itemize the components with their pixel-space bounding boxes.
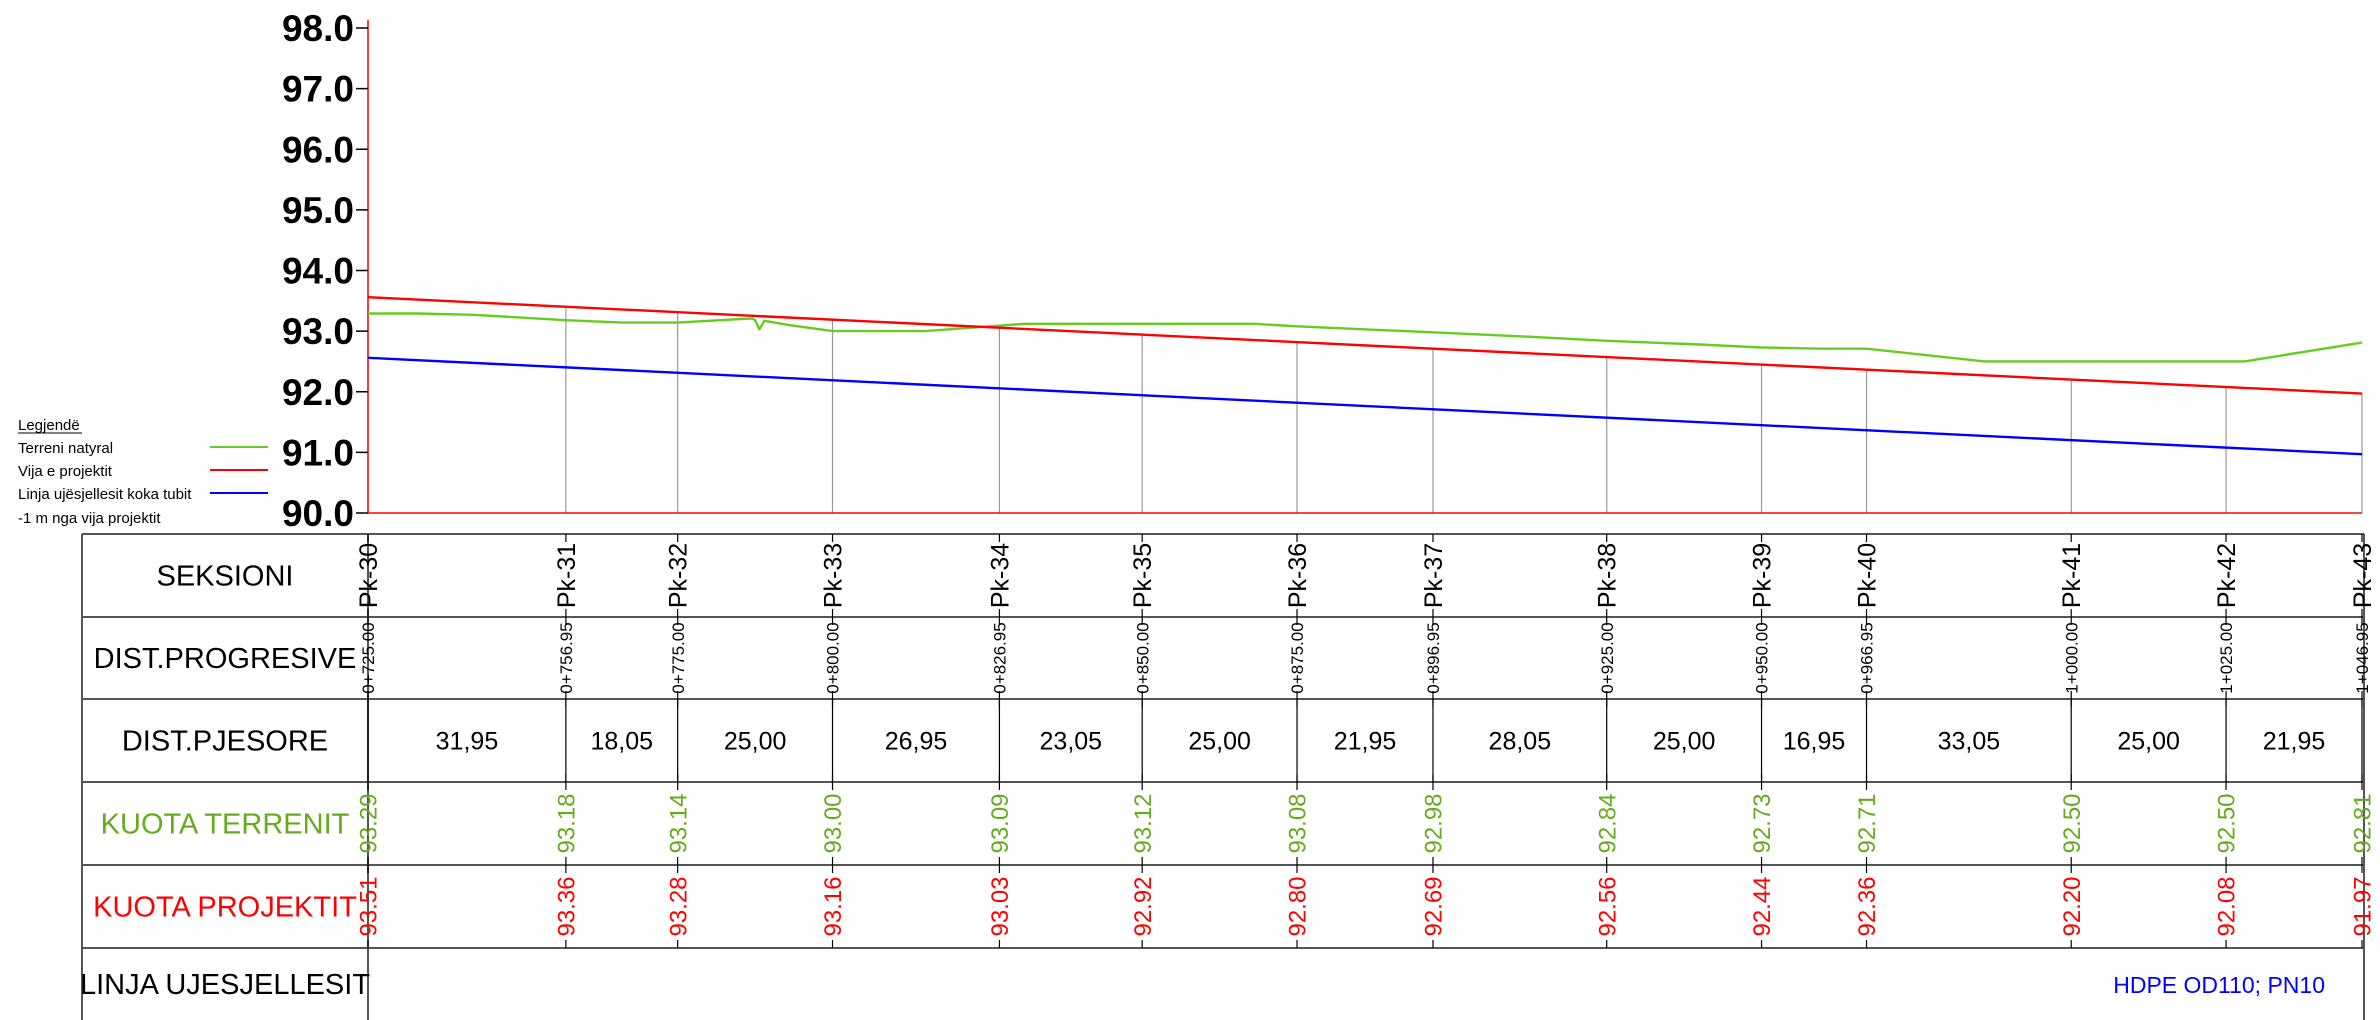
- partial-distance-label: 16,95: [1783, 728, 1846, 756]
- chainage-label: 0+850.00: [1133, 622, 1152, 693]
- partial-distance-label: 21,95: [2263, 728, 2326, 756]
- partial-distance-label: 21,95: [1334, 728, 1397, 756]
- design-elevation-label: 91.97: [2350, 876, 2377, 936]
- chainage-label: 0+725.00: [359, 622, 378, 693]
- design-elevation-label: 92.56: [1594, 876, 1621, 936]
- section-label: Pk-39: [1749, 543, 1777, 608]
- section-label: Pk-33: [820, 543, 848, 608]
- chainage-label: 0+896.95: [1424, 622, 1443, 693]
- legend-item-label: Terreni natyral: [18, 440, 113, 457]
- y-tick-label: 92.0: [282, 372, 354, 413]
- section-label: Pk-38: [1594, 543, 1622, 608]
- design-elevation-label: 93.28: [665, 876, 692, 936]
- chainage-label: 0+756.95: [557, 622, 576, 693]
- section-label: Pk-36: [1284, 543, 1312, 608]
- section-label: Pk-35: [1129, 543, 1157, 608]
- design-elevation-label: 92.20: [2059, 876, 2086, 936]
- design-elevation-label: 93.16: [820, 876, 847, 936]
- section-label: Pk-43: [2349, 543, 2377, 608]
- terrain-elevation-label: 92.50: [2059, 793, 2086, 853]
- terrain-elevation-label: 92.98: [1421, 793, 1448, 853]
- section-label: Pk-34: [986, 543, 1014, 608]
- terrain-elevation-label: 92.71: [1854, 793, 1881, 853]
- section-label: Pk-31: [553, 543, 581, 608]
- row-label-seksioni: SEKSIONI: [157, 561, 294, 593]
- section-label: Pk-41: [2058, 543, 2086, 608]
- terrain-elevation-label: 93.09: [987, 793, 1014, 853]
- series-line: [368, 312, 2363, 363]
- partial-distance-label: 33,05: [1938, 728, 2001, 756]
- partial-distance-label: 23,05: [1040, 728, 1103, 756]
- series-line: [367, 296, 2363, 395]
- terrain-elevation-label: 92.84: [1594, 793, 1621, 853]
- row-label-kuota-projektit: KUOTA PROJEKTIT: [93, 892, 357, 924]
- design-elevation-label: 93.36: [554, 876, 581, 936]
- chainage-label: 0+875.00: [1288, 622, 1307, 693]
- legend-note: -1 m nga vija projektit: [18, 510, 161, 527]
- terrain-elevation-label: 93.18: [554, 793, 581, 853]
- y-tick-label: 95.0: [282, 190, 354, 231]
- design-elevation-label: 92.69: [1421, 876, 1448, 936]
- profile-lines: [367, 296, 2363, 456]
- terrain-elevation-label: 93.14: [665, 793, 692, 853]
- partial-distance-label: 25,00: [1188, 728, 1251, 756]
- design-elevation-label: 92.08: [2214, 876, 2241, 936]
- terrain-elevation-label: 93.12: [1130, 793, 1157, 853]
- row-label-dist-pjesore: DIST.PJESORE: [122, 726, 328, 758]
- partial-distance-label: 25,00: [2117, 728, 2180, 756]
- chainage-label: 0+925.00: [1598, 622, 1617, 693]
- partial-distance-label: 26,95: [885, 728, 948, 756]
- legend: Legjendë Terreni natyral Vija e projektit L…: [18, 417, 268, 527]
- design-elevation-label: 92.36: [1854, 876, 1881, 936]
- pipe-spec-label: HDPE OD110; PN10: [2113, 972, 2325, 998]
- section-label: Pk-32: [665, 543, 693, 608]
- partial-distance-label: 25,00: [1653, 728, 1716, 756]
- y-tick-label: 91.0: [282, 432, 354, 473]
- y-tick-label: 94.0: [282, 251, 354, 292]
- terrain-elevation-label: 92.50: [2214, 793, 2241, 853]
- series-line: [367, 356, 2363, 456]
- y-axis: 90.0 91.0 92.0 93.0 94.0 95.0 96.0 97.0 98.0: [282, 8, 2362, 534]
- section-label: Pk-30: [355, 543, 383, 608]
- y-tick-label: 90.0: [282, 493, 354, 534]
- legend-item-label: Vija e projektit: [18, 463, 113, 480]
- y-tick-label: 98.0: [282, 8, 354, 49]
- profile-table: SEKSIONI DIST.PROGRESIVE DIST.PJESORE KUOTA…: [80, 533, 2377, 1020]
- partial-distance-label: 28,05: [1489, 728, 1552, 756]
- terrain-elevation-label: 92.81: [2350, 793, 2377, 853]
- row-label-linja-ujesjellesit: LINJA UJESJELLESIT: [80, 969, 370, 1001]
- y-tick-label: 97.0: [282, 69, 354, 110]
- row-label-kuota-terrenit: KUOTA TERRENIT: [101, 809, 350, 841]
- partial-distance-label: 31,95: [436, 728, 499, 756]
- terrain-elevation-label: 93.29: [356, 793, 383, 853]
- design-elevation-label: 93.03: [987, 876, 1014, 936]
- chainage-label: 0+775.00: [669, 622, 688, 693]
- chainage-label: 1+000.00: [2062, 622, 2081, 693]
- design-elevation-label: 92.44: [1749, 876, 1776, 936]
- chainage-label: 0+966.95: [1858, 622, 1877, 693]
- section-label: Pk-40: [1854, 543, 1882, 608]
- design-elevation-label: 92.80: [1285, 876, 1312, 936]
- design-elevation-label: 93.51: [356, 876, 383, 936]
- partial-distance-label: 25,00: [724, 728, 787, 756]
- terrain-elevation-label: 93.00: [820, 793, 847, 853]
- legend-title: Legjendë: [18, 417, 80, 434]
- chainage-label: 0+826.95: [991, 622, 1010, 693]
- chainage-label: 1+046.95: [2353, 622, 2372, 693]
- chainage-label: 1+025.00: [2217, 622, 2236, 693]
- section-label: Pk-42: [2213, 543, 2241, 608]
- chainage-label: 0+950.00: [1753, 622, 1772, 693]
- terrain-elevation-label: 93.08: [1285, 793, 1312, 853]
- terrain-elevation-label: 92.73: [1749, 793, 1776, 853]
- legend-item-label: Linja ujësjellesit koka tubit: [18, 486, 192, 503]
- section-label: Pk-37: [1420, 543, 1448, 608]
- y-tick-label: 96.0: [282, 129, 354, 170]
- partial-distance-label: 18,05: [590, 728, 653, 756]
- design-elevation-label: 92.92: [1130, 876, 1157, 936]
- row-label-dist-progresive: DIST.PROGRESIVE: [94, 643, 357, 675]
- chainage-label: 0+800.00: [824, 622, 843, 693]
- y-tick-label: 93.0: [282, 311, 354, 352]
